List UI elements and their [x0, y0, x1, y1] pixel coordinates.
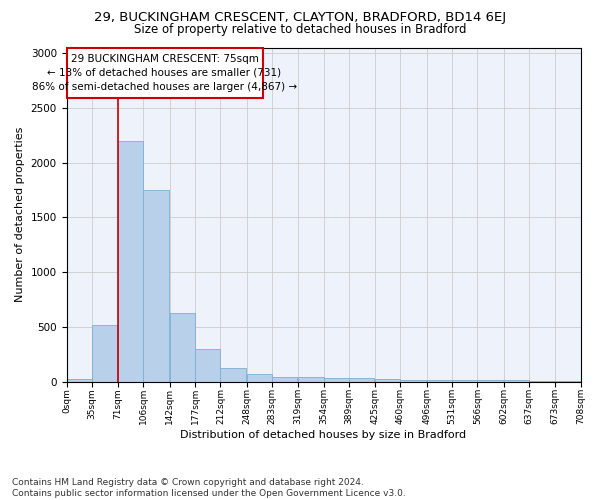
Bar [143, 190, 169, 382]
Text: Contains HM Land Registry data © Crown copyright and database right 2024.
Contai: Contains HM Land Registry data © Crown c… [12, 478, 406, 498]
Bar [247, 374, 272, 382]
Bar [427, 380, 452, 382]
Bar [349, 378, 374, 382]
Text: 86% of semi-detached houses are larger (4,867) →: 86% of semi-detached houses are larger (… [32, 82, 297, 92]
X-axis label: Distribution of detached houses by size in Bradford: Distribution of detached houses by size … [181, 430, 467, 440]
Bar [67, 378, 92, 382]
Bar [67, 48, 263, 98]
Bar [298, 378, 323, 382]
Bar [220, 368, 246, 382]
Bar [375, 378, 400, 382]
Bar [452, 380, 478, 382]
Bar [92, 325, 118, 382]
Bar [170, 313, 195, 382]
Bar [323, 378, 349, 382]
Bar [529, 380, 554, 382]
Text: Size of property relative to detached houses in Bradford: Size of property relative to detached ho… [134, 22, 466, 36]
Y-axis label: Number of detached properties: Number of detached properties [15, 127, 25, 302]
Bar [503, 380, 529, 382]
Text: 29 BUCKINGHAM CRESCENT: 75sqm: 29 BUCKINGHAM CRESCENT: 75sqm [71, 54, 259, 64]
Bar [555, 380, 581, 382]
Bar [118, 140, 143, 382]
Text: ← 13% of detached houses are smaller (731): ← 13% of detached houses are smaller (73… [47, 68, 281, 78]
Bar [478, 380, 503, 382]
Text: 29, BUCKINGHAM CRESCENT, CLAYTON, BRADFORD, BD14 6EJ: 29, BUCKINGHAM CRESCENT, CLAYTON, BRADFO… [94, 11, 506, 24]
Bar [272, 377, 298, 382]
Bar [195, 349, 220, 382]
Bar [400, 380, 426, 382]
